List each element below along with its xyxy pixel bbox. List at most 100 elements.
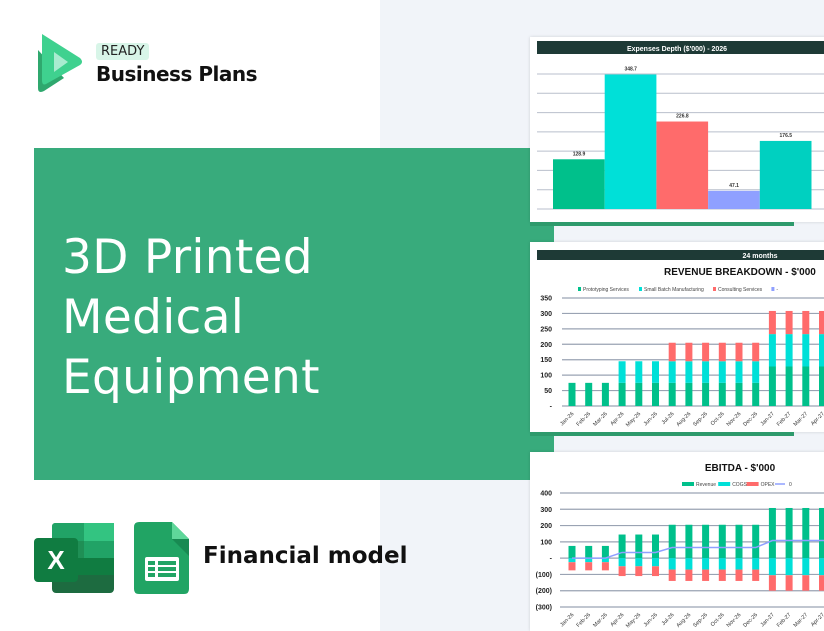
y-tick-label: 150: [540, 357, 552, 364]
financial-model-label: Financial model: [203, 543, 408, 569]
x-tick-label: Mar-27: [793, 612, 810, 629]
bar-segment: [601, 545, 609, 559]
bar-segment: [752, 342, 760, 362]
bar-segment: [768, 334, 776, 367]
y-tick-label: -: [550, 404, 553, 411]
x-tick-label: Apr-27: [810, 411, 824, 427]
y-tick-label: -: [550, 556, 553, 563]
bar-segment: [635, 558, 643, 567]
ebitda-chart-card: EBITDA - $'000 (300) (200) (100) - 100 200 300 4…: [530, 452, 824, 631]
bar-segment: [585, 545, 593, 559]
bar-segment: [785, 507, 793, 559]
x-tick-label: Apr-27: [810, 612, 824, 628]
svg-text:X: X: [47, 545, 65, 575]
bar-segment: [635, 534, 643, 559]
x-tick-label: Feb-26: [576, 612, 593, 629]
x-tick-label: Mar-26: [592, 612, 609, 629]
bar-segment: [819, 575, 824, 591]
x-tick-label: Feb-27: [776, 612, 793, 629]
x-tick-label: Jul-26: [661, 612, 676, 627]
bar-segment: [819, 334, 824, 367]
legend-marker: [639, 287, 642, 291]
x-tick-label: Feb-26: [576, 411, 593, 428]
brand-name: Business Plans: [96, 62, 257, 86]
x-tick-label: Oct-26: [710, 411, 726, 427]
x-tick-label: May-26: [625, 612, 642, 629]
legend-label: Small Batch Manufacturing: [644, 287, 704, 293]
bar-segment: [635, 361, 643, 383]
legend-marker: [578, 287, 581, 291]
x-tick-label: Dec-26: [742, 411, 759, 428]
x-tick-label: May-26: [625, 411, 642, 428]
y-tick-label: 250: [540, 326, 552, 333]
bar-segment: [702, 569, 710, 581]
x-tick-label: Mar-26: [592, 411, 609, 428]
bar-segment: [785, 558, 793, 576]
excel-icon: X: [34, 523, 114, 593]
y-tick-label: 350: [540, 296, 552, 303]
bar-segment: [635, 566, 643, 577]
ebitda-line: [572, 539, 824, 559]
bar-segment: [668, 382, 676, 406]
bar-segment: [819, 366, 824, 406]
bar: [708, 190, 760, 209]
bar-segment: [568, 558, 576, 563]
chart-header: [537, 250, 824, 260]
legend-label: COGS: [732, 482, 747, 488]
bar-segment: [652, 361, 659, 383]
y-tick-label: 300: [540, 311, 552, 318]
y-tick-label: (100): [536, 572, 552, 579]
bar-segment: [752, 361, 760, 383]
brand-ready-badge: READY: [96, 43, 150, 60]
bar: [759, 140, 812, 209]
bar-segment: [735, 569, 743, 581]
x-tick-label: Aug-26: [676, 612, 693, 629]
bar-segment: [652, 558, 659, 567]
legend-marker: [718, 482, 731, 486]
x-tick-label: Apr-26: [610, 411, 626, 427]
expenses-chart-card: Expenses Depth ($'000) - 2026 128.9 348.7 2…: [530, 37, 824, 222]
y-tick-label: 400: [540, 491, 552, 498]
legend-label: Consulting Services: [718, 287, 763, 293]
legend-label: OPEX: [761, 482, 776, 488]
bar-segment: [785, 334, 793, 367]
bar-segment: [618, 534, 626, 559]
bar-segment: [685, 382, 693, 406]
bar-segment: [802, 334, 810, 367]
bar-segment: [785, 575, 793, 591]
bar-segment: [685, 558, 693, 570]
bar-segment: [752, 382, 760, 406]
legend-marker: [771, 287, 775, 291]
x-tick-label: Jan-27: [760, 411, 776, 427]
bar-segment: [735, 361, 743, 383]
bar-segment: [702, 342, 710, 362]
y-tick-label: 300: [540, 507, 552, 514]
x-tick-label: Nov-26: [726, 411, 743, 428]
chart-header-label: 24 months: [742, 253, 777, 260]
y-tick-label: 100: [540, 539, 552, 546]
bar-segment: [685, 569, 693, 581]
bar-segment: [585, 382, 593, 406]
x-tick-label: Jan-26: [559, 411, 575, 427]
legend-label: Revenue: [696, 482, 716, 488]
x-tick-label: Jun-26: [643, 612, 659, 628]
y-tick-label: 100: [540, 373, 552, 380]
bar-segment: [618, 558, 626, 567]
bar-segment: [635, 382, 643, 406]
y-tick-label: (200): [536, 588, 552, 595]
x-tick-label: Apr-26: [610, 612, 626, 628]
bar-segment: [718, 569, 726, 581]
bar-segment: [601, 562, 609, 571]
product-title: 3D Printed Medical Equipment: [62, 228, 320, 408]
bar-segment: [819, 310, 824, 335]
logo-icon: [38, 34, 82, 92]
bar-segment: [768, 558, 776, 576]
bar-segment: [752, 569, 760, 581]
data-label: 348.7: [624, 67, 637, 73]
x-tick-label: Sep-26: [692, 411, 709, 428]
bar-segment: [702, 558, 710, 570]
bar-segment: [735, 558, 743, 570]
y-tick-label: 200: [540, 342, 552, 349]
revenue-chart-card: 24 months REVENUE BREAKDOWN - $'000 - 50 100…: [530, 242, 824, 432]
bar-segment: [652, 382, 659, 406]
